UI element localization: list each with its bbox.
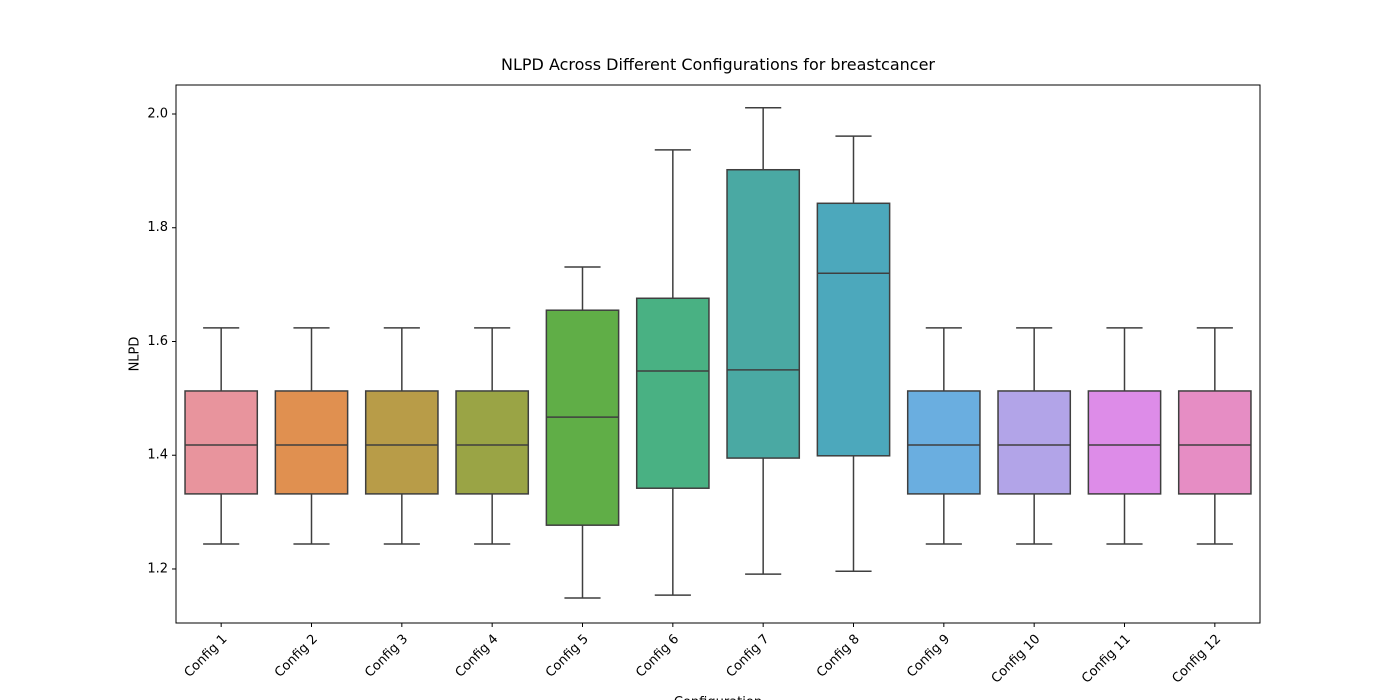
- y-tick-label: 1.4: [147, 448, 168, 463]
- box: [635, 297, 710, 489]
- box: [726, 168, 801, 459]
- y-tick-label: 1.8: [147, 220, 168, 235]
- x-tick-label: Config 8: [814, 632, 863, 681]
- box: [997, 390, 1072, 495]
- x-tick-label: Config 2: [272, 632, 321, 681]
- y-tick-label: 2.0: [147, 107, 168, 122]
- x-tick-label: Config 4: [453, 632, 502, 681]
- box: [184, 390, 259, 495]
- x-tick-label: Config 5: [543, 632, 592, 681]
- box: [364, 390, 439, 495]
- y-tick-label: 1.6: [147, 334, 168, 349]
- x-axis-label: Configuration: [674, 695, 762, 700]
- x-tick-label: Config 10: [989, 632, 1044, 687]
- x-tick-label: Config 9: [904, 632, 953, 681]
- box: [455, 390, 530, 495]
- box: [816, 202, 891, 457]
- x-tick-label: Config 1: [182, 632, 231, 681]
- x-tick-label: Config 6: [633, 632, 682, 681]
- x-tick-label: Config 3: [362, 632, 411, 681]
- box: [1177, 390, 1252, 495]
- x-tick-label: Config 11: [1079, 632, 1134, 687]
- x-tick-label: Config 12: [1169, 632, 1224, 687]
- y-axis-label: NLPD: [128, 337, 143, 372]
- box: [274, 390, 349, 495]
- chart-title: NLPD Across Different Configurations for…: [501, 55, 935, 74]
- box: [1087, 390, 1162, 495]
- box: [906, 390, 981, 495]
- x-tick-label: Config 7: [724, 632, 773, 681]
- y-tick-label: 1.2: [147, 561, 168, 576]
- plot-frame: [175, 84, 1261, 624]
